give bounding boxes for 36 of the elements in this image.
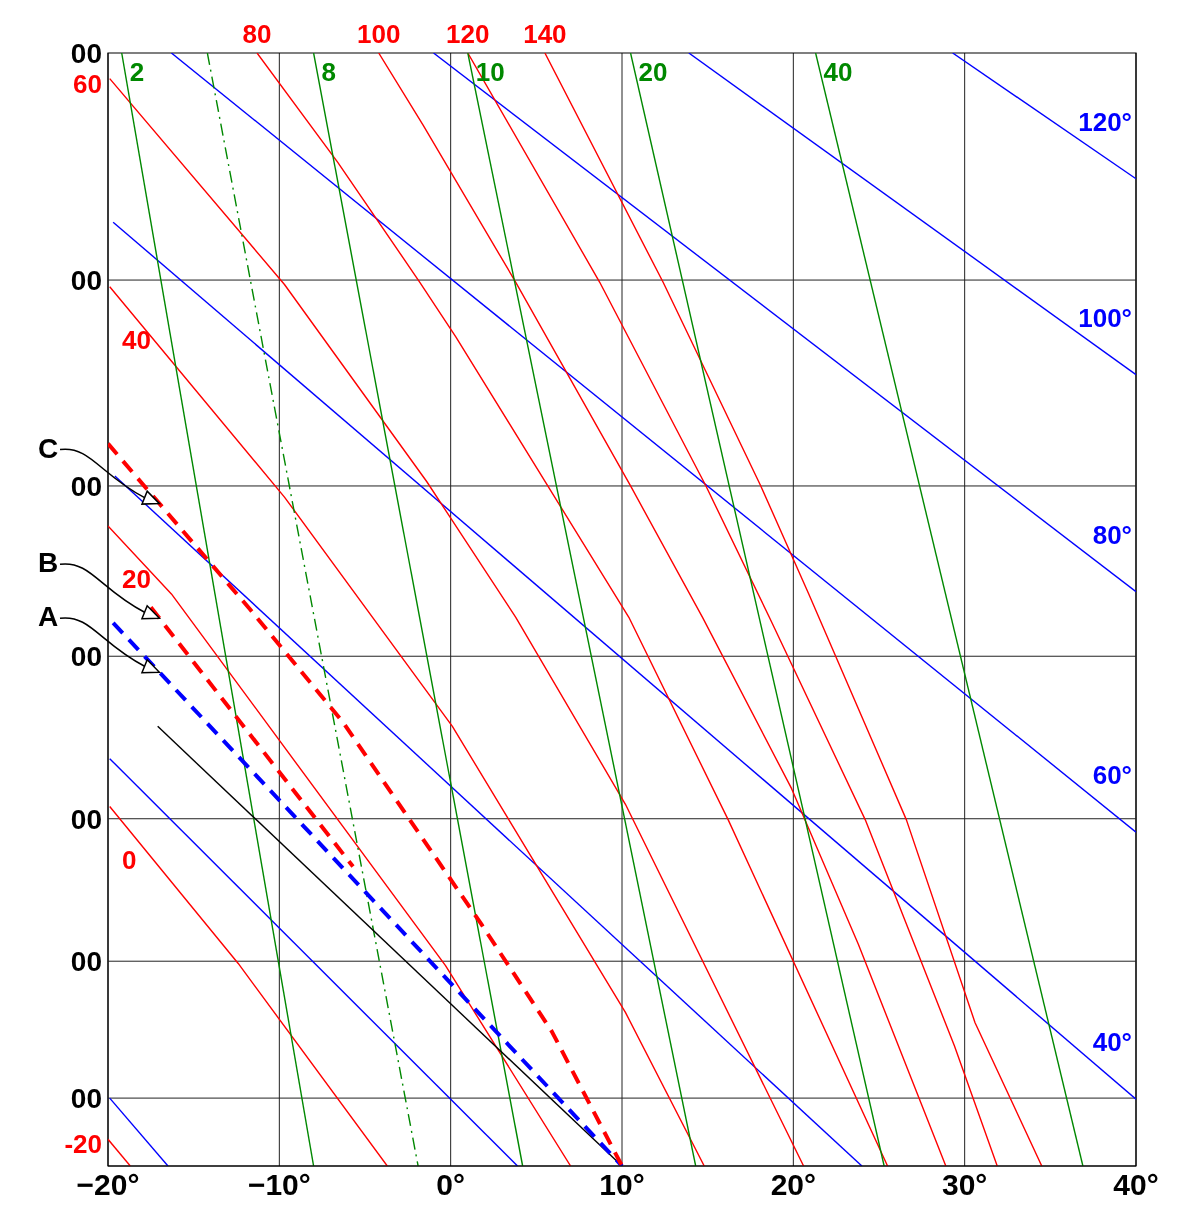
- series-label: 10: [475, 57, 505, 87]
- text: 00: [70, 470, 102, 502]
- series-label: 100°: [1078, 302, 1132, 333]
- text: 00: [70, 946, 102, 978]
- text: 00: [70, 38, 102, 69]
- series-label: 40°: [1092, 1027, 1132, 1058]
- series-label: 80°: [1092, 519, 1132, 550]
- series-label: 2: [129, 57, 145, 87]
- series-label: 0: [122, 844, 137, 875]
- text: A: [38, 601, 59, 633]
- series-label: 60: [73, 68, 102, 99]
- series-label: 120°: [1078, 106, 1132, 137]
- x-tick-label: 0°: [436, 1168, 466, 1202]
- text: 00: [70, 803, 102, 835]
- text: B: [38, 547, 59, 579]
- x-tick-label: −10°: [247, 1168, 311, 1202]
- x-tick-label: 10°: [599, 1168, 645, 1202]
- x-tick-label: 40°: [1113, 1168, 1159, 1202]
- series-label: 60°: [1092, 760, 1132, 791]
- text: 00: [70, 265, 102, 297]
- text: 00: [70, 1083, 102, 1115]
- series-label: 40: [823, 57, 853, 87]
- series-label: 8: [321, 57, 337, 87]
- x-tick-label: 30°: [941, 1168, 988, 1202]
- x-tick-label: 20°: [770, 1168, 817, 1202]
- series-label: 20: [638, 57, 668, 87]
- series-label: 100: [357, 19, 401, 49]
- series-label: -20: [64, 1129, 102, 1160]
- series-label: 20: [122, 564, 151, 595]
- series-label: 140: [523, 19, 567, 49]
- series-label: 40: [122, 324, 151, 355]
- text: C: [38, 432, 59, 464]
- series-label: 80: [242, 19, 272, 49]
- x-tick-label: −20°: [76, 1168, 140, 1202]
- text: 00: [70, 641, 102, 673]
- series-label: 120: [446, 19, 490, 49]
